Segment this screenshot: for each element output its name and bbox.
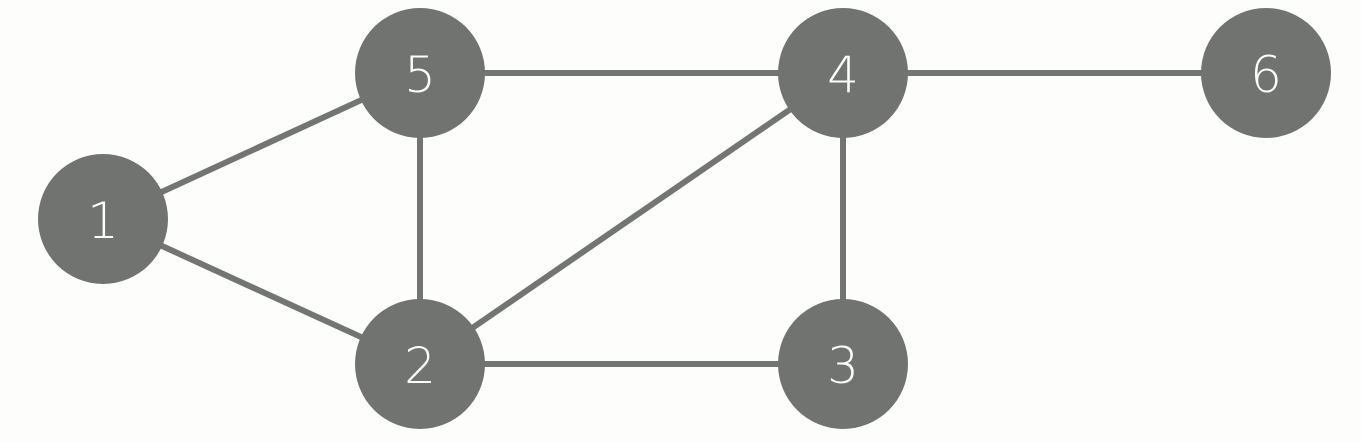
node-label: 1 — [87, 192, 119, 250]
node-circle — [38, 154, 168, 284]
node-label: 3 — [827, 337, 859, 395]
node-6: 6 — [1201, 8, 1331, 138]
node-label: 2 — [404, 337, 436, 395]
node-5: 5 — [355, 8, 485, 138]
edges-layer — [100, 70, 1269, 367]
node-circle — [778, 8, 908, 138]
node-2: 2 — [355, 299, 485, 429]
node-3: 3 — [778, 299, 908, 429]
node-circle — [1201, 8, 1331, 138]
node-label: 4 — [827, 46, 859, 104]
node-4: 4 — [778, 8, 908, 138]
nodes-layer: 1 2 3 4 5 6 — [38, 8, 1331, 429]
node-circle — [355, 8, 485, 138]
node-circle — [355, 299, 485, 429]
node-circle — [778, 299, 908, 429]
edge-2-4 — [417, 70, 846, 367]
node-1: 1 — [38, 154, 168, 284]
node-label: 6 — [1250, 46, 1282, 104]
node-label: 5 — [404, 46, 436, 104]
